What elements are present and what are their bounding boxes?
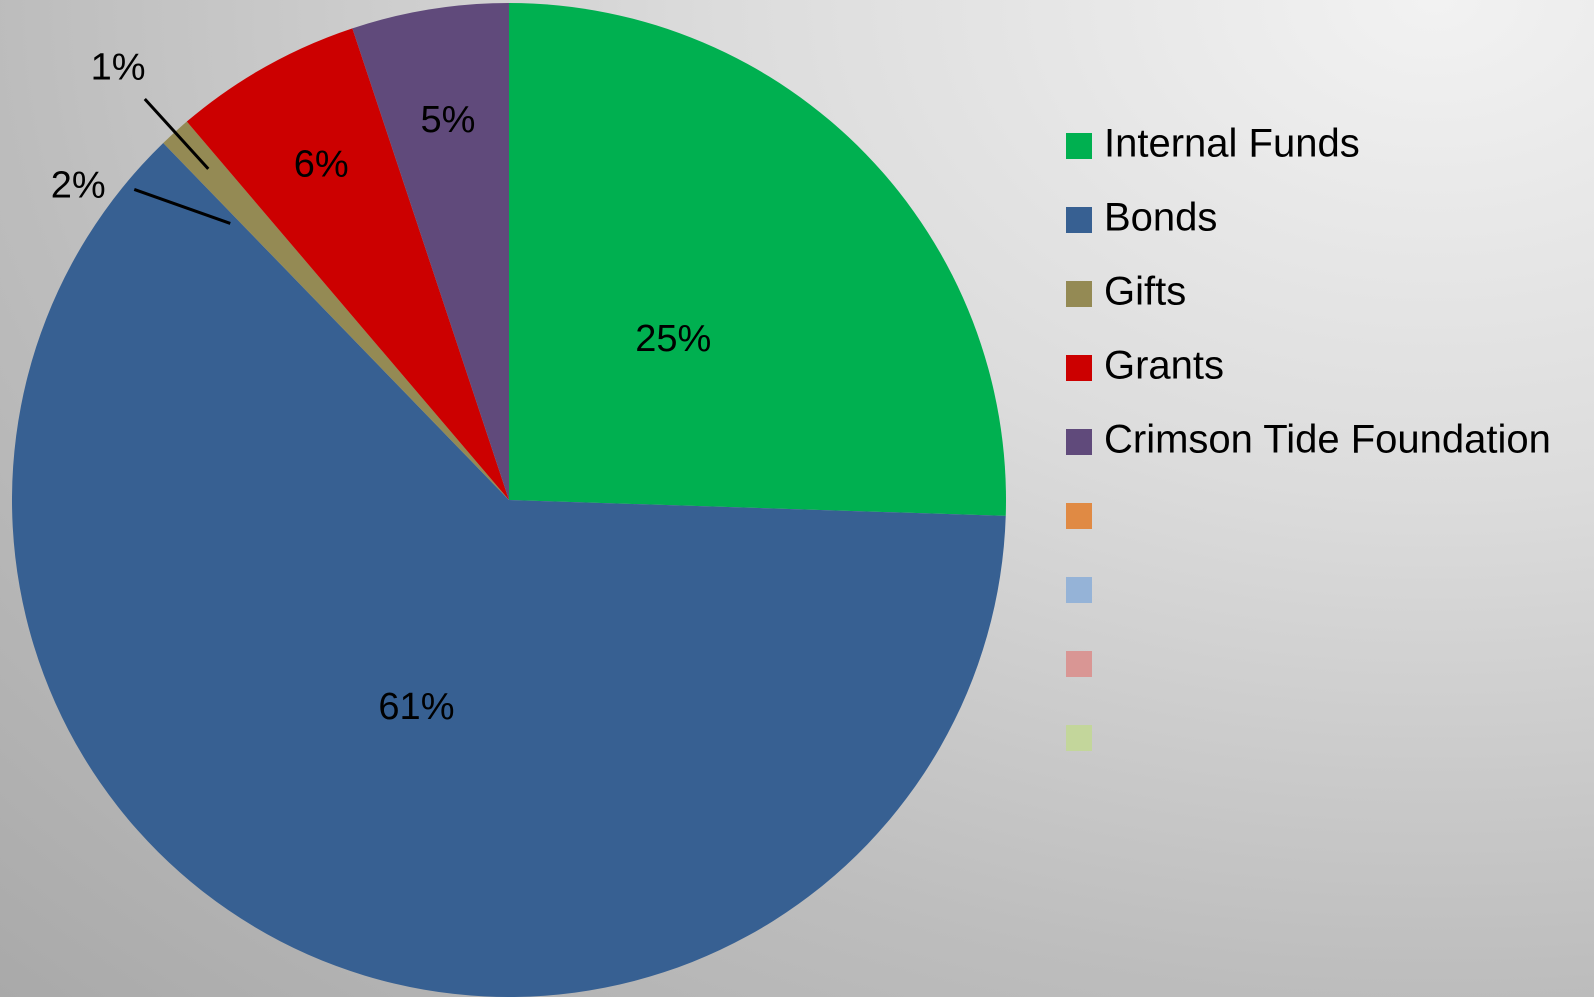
legend-label-crimson-tide-foundation: Crimson Tide Foundation xyxy=(1104,418,1551,462)
slice-label-grants: 6% xyxy=(294,144,349,186)
slice-label-internal-funds: 25% xyxy=(635,318,711,360)
slice-label-bonds: 61% xyxy=(378,686,454,728)
slice-labels: 25% 61% 1% 6% 5% 2% xyxy=(51,47,711,729)
slice-label-crimson-tide-foundation: 5% xyxy=(420,99,475,141)
legend-swatch-1 xyxy=(1066,207,1092,233)
legend-swatch-2 xyxy=(1066,281,1092,307)
slice-label-gifts: 1% xyxy=(91,47,146,89)
legend-swatch-3 xyxy=(1066,355,1092,381)
slice-bonds xyxy=(12,142,1006,997)
legend-swatch-0 xyxy=(1066,133,1092,159)
legend-swatch-4 xyxy=(1066,429,1092,455)
legend-label-bonds: Bonds xyxy=(1104,196,1217,240)
slice-internal-funds xyxy=(509,3,1006,516)
leader-lines xyxy=(133,97,231,225)
legend: Internal Funds Bonds Gifts Grants Crimson Ti… xyxy=(1066,122,1551,751)
legend-swatch-6 xyxy=(1066,577,1092,603)
outside-label-0: 2% xyxy=(51,165,106,207)
slice-crimson-tide-foundation xyxy=(352,3,509,500)
leader-line-gifts xyxy=(143,97,210,170)
legend-label-gifts: Gifts xyxy=(1104,270,1186,314)
legend-label-grants: Grants xyxy=(1104,344,1224,388)
legend-swatch-7 xyxy=(1066,651,1092,677)
legend-swatch-5 xyxy=(1066,503,1092,529)
legend-label-internal-funds: Internal Funds xyxy=(1104,122,1360,166)
legend-swatch-8 xyxy=(1066,725,1092,751)
leader-line-outside-0 xyxy=(133,188,231,225)
slice-grants xyxy=(186,28,509,500)
pie-slices xyxy=(12,3,1006,997)
slice-gifts xyxy=(163,121,509,501)
